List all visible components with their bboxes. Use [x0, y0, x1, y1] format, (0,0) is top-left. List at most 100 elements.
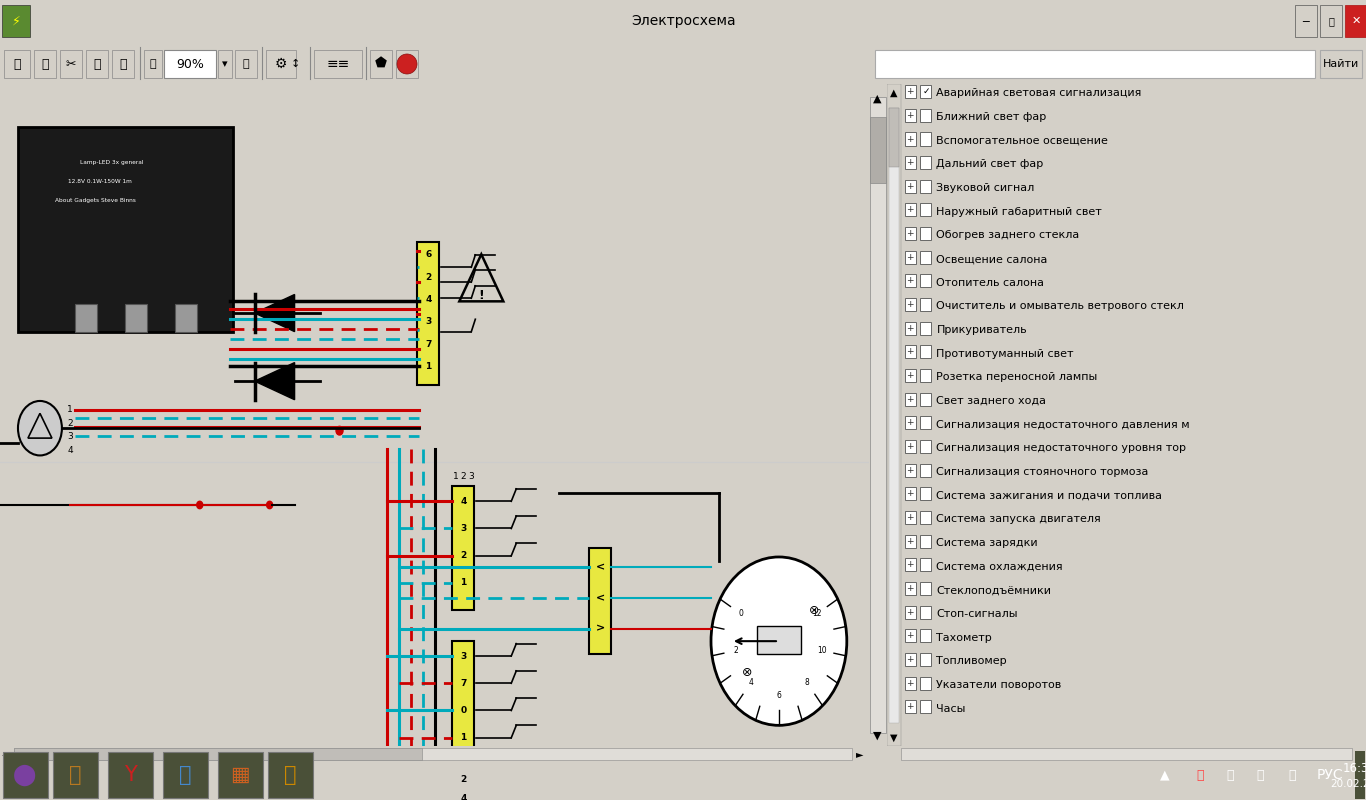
Text: ⊗: ⊗: [809, 604, 820, 617]
Bar: [86, 50, 108, 78]
Text: ✂: ✂: [66, 58, 76, 70]
Text: Стеклоподъёмники: Стеклоподъёмники: [937, 586, 1052, 595]
Bar: [1320, 50, 1362, 78]
Bar: [60, 50, 82, 78]
Bar: [921, 440, 932, 453]
Text: 🖼: 🖼: [179, 765, 191, 786]
Bar: [175, 304, 197, 332]
Text: Lamp-LED 3x general: Lamp-LED 3x general: [79, 161, 143, 166]
Text: 90%: 90%: [176, 58, 204, 70]
Bar: [904, 534, 915, 548]
Bar: [904, 630, 915, 642]
Text: Часы: Часы: [937, 703, 966, 714]
Text: РУС: РУС: [1317, 768, 1343, 782]
Text: ▲: ▲: [873, 94, 882, 104]
Bar: [904, 156, 915, 169]
Text: Найти: Найти: [1322, 59, 1359, 69]
Bar: [904, 180, 915, 193]
Text: 4: 4: [425, 295, 432, 304]
Text: 💡: 💡: [93, 58, 101, 70]
Bar: [921, 416, 932, 430]
Text: 1: 1: [452, 472, 458, 481]
Text: About Gadgets Steve Binns: About Gadgets Steve Binns: [55, 198, 135, 202]
Text: ⬟: ⬟: [376, 57, 387, 71]
Text: +: +: [906, 206, 914, 214]
Text: +: +: [906, 678, 914, 688]
Text: 7: 7: [425, 339, 432, 349]
Text: +: +: [906, 608, 914, 617]
Text: ✕: ✕: [1351, 16, 1361, 26]
Text: ⧠: ⧠: [1328, 16, 1335, 26]
Text: 3: 3: [460, 651, 466, 661]
Text: +: +: [906, 158, 914, 167]
Text: 2: 2: [734, 646, 738, 655]
Bar: [921, 109, 932, 122]
Bar: [1320, 5, 1341, 37]
Text: Сигнализация недостаточного уровня тор: Сигнализация недостаточного уровня тор: [937, 443, 1187, 454]
Bar: [18, 127, 232, 332]
Bar: [452, 486, 474, 610]
Text: ▼: ▼: [889, 733, 897, 743]
Bar: [124, 304, 146, 332]
Bar: [921, 322, 932, 334]
Text: ⚡: ⚡: [12, 14, 20, 27]
Bar: [904, 487, 915, 500]
Text: Сигнализация стояночного тормоза: Сигнализация стояночного тормоза: [937, 467, 1149, 477]
Text: ▲: ▲: [889, 87, 897, 98]
Bar: [904, 346, 915, 358]
Text: 3: 3: [425, 318, 432, 326]
Bar: [921, 180, 932, 193]
Text: 🔊: 🔊: [1288, 769, 1296, 782]
Text: Розетка переносной лампы: Розетка переносной лампы: [937, 372, 1098, 382]
Text: Аварийная световая сигнализация: Аварийная световая сигнализация: [937, 89, 1142, 98]
Text: <: <: [596, 593, 605, 603]
Text: 2: 2: [460, 472, 466, 481]
Text: +: +: [906, 560, 914, 570]
Text: 12: 12: [813, 610, 822, 618]
Bar: [143, 50, 163, 78]
Text: 4: 4: [67, 446, 72, 455]
Text: 📶: 📶: [1257, 769, 1264, 782]
Bar: [904, 250, 915, 264]
Bar: [418, 242, 440, 385]
Text: 8: 8: [805, 678, 810, 687]
Bar: [396, 50, 418, 78]
Bar: [921, 346, 932, 358]
Bar: [921, 298, 932, 311]
Text: 4: 4: [460, 794, 467, 800]
Text: ▼: ▼: [873, 731, 882, 741]
Text: 6: 6: [776, 691, 781, 700]
Text: +: +: [906, 134, 914, 143]
Text: +: +: [906, 442, 914, 451]
Text: +: +: [906, 394, 914, 404]
Text: 0: 0: [460, 706, 466, 715]
Bar: [1346, 5, 1366, 37]
Text: 🔔: 🔔: [1197, 769, 1203, 782]
Text: 3: 3: [67, 432, 72, 442]
Text: +: +: [906, 182, 914, 191]
Bar: [921, 653, 932, 666]
Text: 7: 7: [460, 678, 467, 688]
Text: +: +: [906, 537, 914, 546]
Text: ▲: ▲: [1160, 769, 1169, 782]
Text: Очиститель и омыватель ветрового стекл: Очиститель и омыватель ветрового стекл: [937, 302, 1184, 311]
Circle shape: [18, 401, 61, 455]
Bar: [266, 50, 296, 78]
Bar: [53, 752, 98, 798]
Text: +: +: [906, 277, 914, 286]
Bar: [904, 677, 915, 690]
Bar: [904, 203, 915, 217]
Text: Наружный габаритный свет: Наружный габаритный свет: [937, 206, 1102, 217]
Text: Вспомогательное освещение: Вспомогательное освещение: [937, 136, 1108, 146]
Bar: [904, 133, 915, 146]
Text: 3: 3: [460, 524, 466, 533]
Bar: [921, 85, 932, 98]
Bar: [108, 752, 153, 798]
Text: +: +: [906, 229, 914, 238]
Text: 📊: 📊: [1227, 769, 1233, 782]
Text: <: <: [596, 562, 605, 572]
Circle shape: [197, 502, 202, 509]
Bar: [921, 534, 932, 548]
Bar: [921, 156, 932, 169]
Bar: [921, 464, 932, 477]
